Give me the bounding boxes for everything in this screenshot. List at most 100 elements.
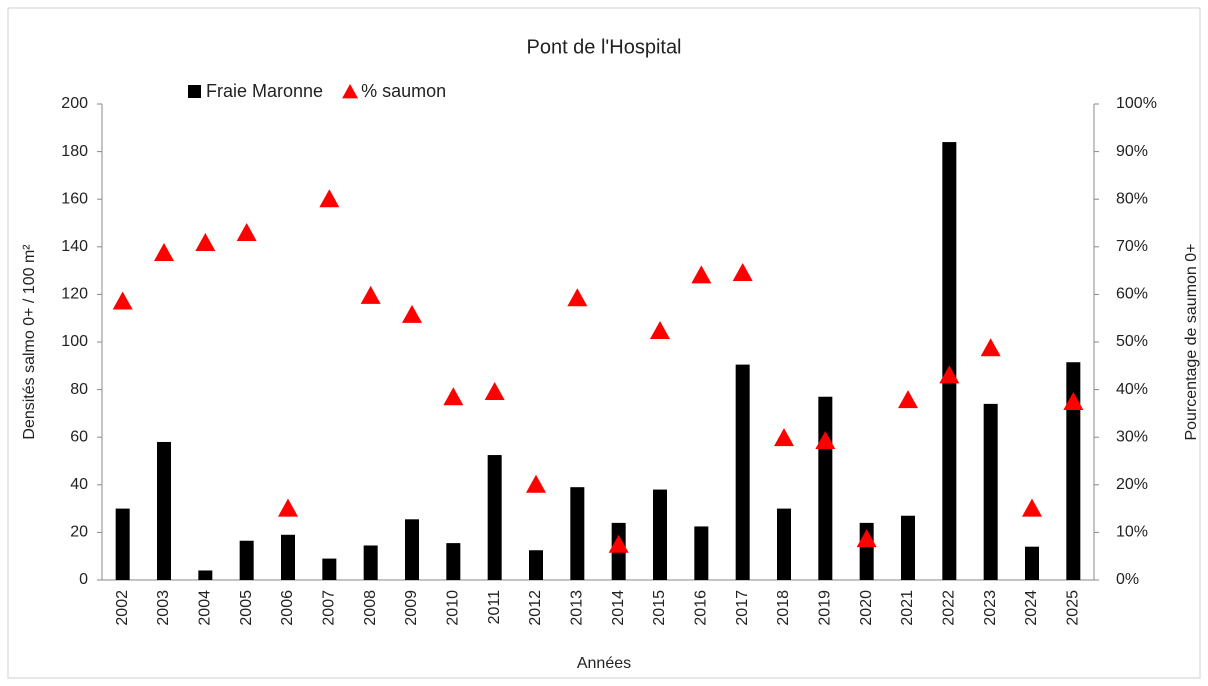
bar — [735, 364, 750, 580]
y2-tick-label: 50% — [1116, 333, 1148, 350]
bar — [198, 570, 213, 580]
bar — [653, 489, 667, 580]
legend-label: Fraie Maronne — [206, 81, 323, 101]
y-tick-label: 80 — [70, 381, 88, 398]
marker — [732, 262, 753, 281]
y2-tick-label: 40% — [1116, 381, 1148, 398]
bar — [694, 526, 709, 580]
marker — [980, 338, 1001, 357]
y-tick-label: 20 — [70, 524, 88, 541]
x-tick-label: 2023 — [982, 590, 999, 626]
bar — [1025, 546, 1039, 580]
y2-tick-label: 100% — [1116, 95, 1157, 112]
marker — [774, 428, 794, 447]
marker — [195, 232, 216, 251]
y2-tick-label: 90% — [1116, 143, 1148, 160]
y-tick-label: 0 — [79, 571, 88, 588]
bar — [281, 534, 295, 580]
y-tick-label: 140 — [61, 238, 88, 255]
x-tick-label: 2015 — [651, 590, 668, 626]
y-axis-label: Densités salmo 0+ / 100 m² — [21, 244, 38, 440]
x-tick-label: 2018 — [775, 590, 792, 626]
chart-title: Pont de l'Hospital — [526, 36, 681, 58]
bar — [115, 508, 130, 580]
y-tick-label: 180 — [61, 143, 88, 160]
x-tick-label: 2007 — [321, 590, 338, 626]
y2-tick-label: 60% — [1116, 286, 1148, 303]
bar — [901, 515, 915, 580]
y2-tick-label: 70% — [1116, 238, 1148, 255]
marker — [154, 242, 174, 261]
marker — [650, 321, 670, 340]
y-tick-label: 100 — [61, 333, 88, 350]
y-tick-label: 200 — [61, 95, 88, 112]
marker — [236, 222, 257, 241]
y2-tick-label: 20% — [1116, 476, 1148, 493]
y2-axis-label: Pourcentage de saumon 0+ — [1183, 243, 1200, 440]
bar — [363, 545, 378, 580]
y-tick-label: 120 — [61, 286, 88, 303]
x-tick-label: 2009 — [403, 590, 420, 626]
bar — [446, 543, 461, 580]
y-tick-label: 160 — [61, 190, 88, 207]
marker — [278, 498, 298, 517]
x-tick-label: 2024 — [1023, 590, 1040, 626]
x-tick-label: 2011 — [486, 590, 503, 625]
x-tick-label: 2013 — [569, 590, 586, 626]
x-tick-label: 2008 — [362, 590, 379, 626]
marker — [856, 529, 877, 548]
x-tick-label: 2004 — [197, 590, 214, 626]
bar — [157, 441, 171, 580]
x-tick-label: 2020 — [858, 590, 875, 626]
legend-swatch — [342, 84, 359, 99]
marker — [939, 365, 960, 384]
bar — [777, 508, 791, 580]
x-tick-label: 2025 — [1065, 590, 1082, 626]
x-tick-label: 2006 — [279, 590, 296, 626]
bar — [942, 142, 957, 580]
x-tick-label: 2016 — [693, 590, 710, 626]
chart-border — [7, 7, 1201, 679]
marker — [319, 189, 340, 208]
marker — [443, 387, 464, 406]
marker — [402, 304, 422, 323]
x-tick-label: 2012 — [527, 590, 544, 626]
marker — [815, 431, 836, 450]
x-tick-label: 2003 — [155, 590, 172, 626]
marker — [898, 390, 918, 409]
bar — [983, 403, 998, 580]
marker — [1022, 498, 1042, 517]
bar — [405, 519, 419, 580]
y2-tick-label: 80% — [1116, 190, 1148, 207]
bar — [1066, 362, 1081, 580]
x-tick-label: 2022 — [941, 590, 958, 626]
y-tick-label: 40 — [70, 476, 88, 493]
legend-label: % saumon — [361, 81, 446, 101]
marker — [691, 265, 712, 284]
marker — [608, 534, 629, 553]
x-tick-label: 2002 — [114, 590, 131, 626]
bar — [818, 396, 833, 580]
y2-tick-label: 0% — [1116, 571, 1139, 588]
x-tick-label: 2005 — [238, 590, 255, 626]
x-tick-label: 2017 — [734, 590, 751, 626]
y-tick-label: 60 — [70, 428, 88, 445]
bar — [570, 487, 585, 580]
x-axis-label: Années — [577, 655, 631, 672]
marker — [484, 381, 505, 400]
bar — [529, 550, 543, 580]
x-tick-label: 2019 — [817, 590, 834, 626]
x-tick-label: 2014 — [610, 590, 627, 626]
bar — [487, 455, 502, 580]
marker — [1063, 391, 1084, 410]
x-tick-label: 2010 — [445, 590, 462, 626]
y2-tick-label: 30% — [1116, 428, 1148, 445]
marker — [112, 291, 133, 310]
legend-swatch — [188, 85, 201, 98]
bar — [239, 540, 254, 580]
bar — [322, 558, 337, 580]
marker — [526, 474, 546, 493]
y2-tick-label: 10% — [1116, 524, 1148, 541]
marker — [360, 285, 381, 304]
